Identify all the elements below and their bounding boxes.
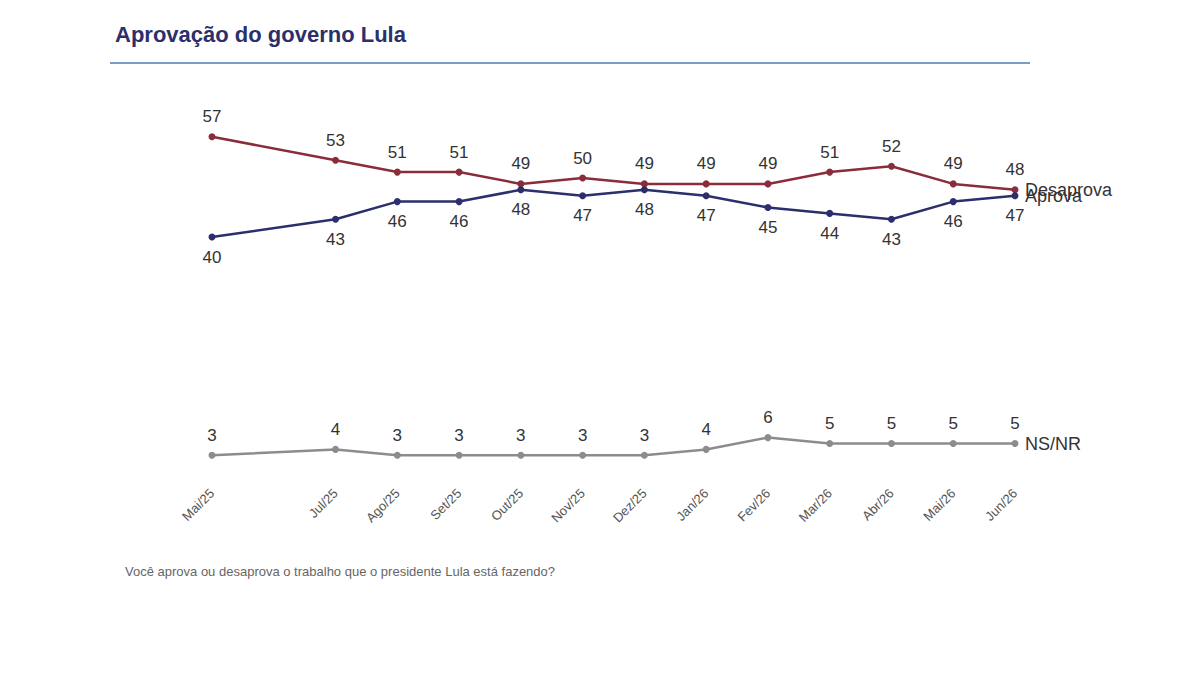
- svg-text:5: 5: [825, 414, 834, 433]
- svg-text:46: 46: [450, 212, 469, 231]
- svg-text:43: 43: [882, 230, 901, 249]
- svg-text:57: 57: [203, 107, 222, 126]
- svg-text:47: 47: [1006, 206, 1025, 225]
- svg-text:50: 50: [573, 149, 592, 168]
- svg-text:45: 45: [758, 218, 777, 237]
- svg-text:52: 52: [882, 137, 901, 156]
- svg-text:Ago/25: Ago/25: [363, 486, 403, 526]
- svg-text:6: 6: [763, 408, 772, 427]
- svg-text:Fev/26: Fev/26: [735, 486, 774, 525]
- svg-text:49: 49: [944, 154, 963, 173]
- svg-text:51: 51: [820, 143, 839, 162]
- svg-text:4: 4: [701, 420, 710, 439]
- svg-text:3: 3: [578, 426, 587, 445]
- svg-text:51: 51: [450, 143, 469, 162]
- svg-text:46: 46: [944, 212, 963, 231]
- svg-text:Set/25: Set/25: [427, 486, 464, 523]
- svg-text:49: 49: [511, 154, 530, 173]
- svg-text:Out/25: Out/25: [488, 486, 526, 524]
- svg-text:Jul/25: Jul/25: [306, 486, 341, 521]
- svg-text:Mai/25: Mai/25: [179, 486, 217, 524]
- svg-text:NS/NR: NS/NR: [1025, 434, 1081, 454]
- svg-text:48: 48: [1006, 160, 1025, 179]
- svg-text:43: 43: [326, 230, 345, 249]
- svg-text:5: 5: [887, 414, 896, 433]
- svg-text:Dez/25: Dez/25: [610, 486, 650, 526]
- svg-text:Jan/26: Jan/26: [673, 486, 711, 524]
- svg-text:Mai/26: Mai/26: [920, 486, 958, 524]
- svg-text:3: 3: [516, 426, 525, 445]
- svg-text:3: 3: [640, 426, 649, 445]
- svg-text:3: 3: [454, 426, 463, 445]
- svg-text:Mar/26: Mar/26: [796, 486, 835, 525]
- svg-text:Nov/25: Nov/25: [548, 486, 588, 526]
- svg-text:49: 49: [697, 154, 716, 173]
- svg-text:3: 3: [393, 426, 402, 445]
- svg-text:47: 47: [573, 206, 592, 225]
- svg-text:48: 48: [511, 200, 530, 219]
- svg-text:Abr/26: Abr/26: [859, 486, 897, 524]
- svg-text:Jun/26: Jun/26: [982, 486, 1020, 524]
- svg-text:53: 53: [326, 131, 345, 150]
- svg-text:49: 49: [758, 154, 777, 173]
- svg-text:40: 40: [203, 248, 222, 267]
- svg-text:49: 49: [635, 154, 654, 173]
- svg-text:48: 48: [635, 200, 654, 219]
- svg-text:46: 46: [388, 212, 407, 231]
- svg-text:47: 47: [697, 206, 716, 225]
- svg-text:51: 51: [388, 143, 407, 162]
- svg-text:Aprovação do governo Lula: Aprovação do governo Lula: [115, 22, 407, 47]
- svg-text:3: 3: [207, 426, 216, 445]
- svg-text:Aprova: Aprova: [1025, 186, 1083, 206]
- svg-text:Você aprova ou desaprova o tra: Você aprova ou desaprova o trabalho que …: [125, 564, 555, 579]
- svg-text:44: 44: [820, 224, 839, 243]
- svg-text:5: 5: [948, 414, 957, 433]
- svg-text:5: 5: [1010, 414, 1019, 433]
- svg-text:4: 4: [331, 420, 340, 439]
